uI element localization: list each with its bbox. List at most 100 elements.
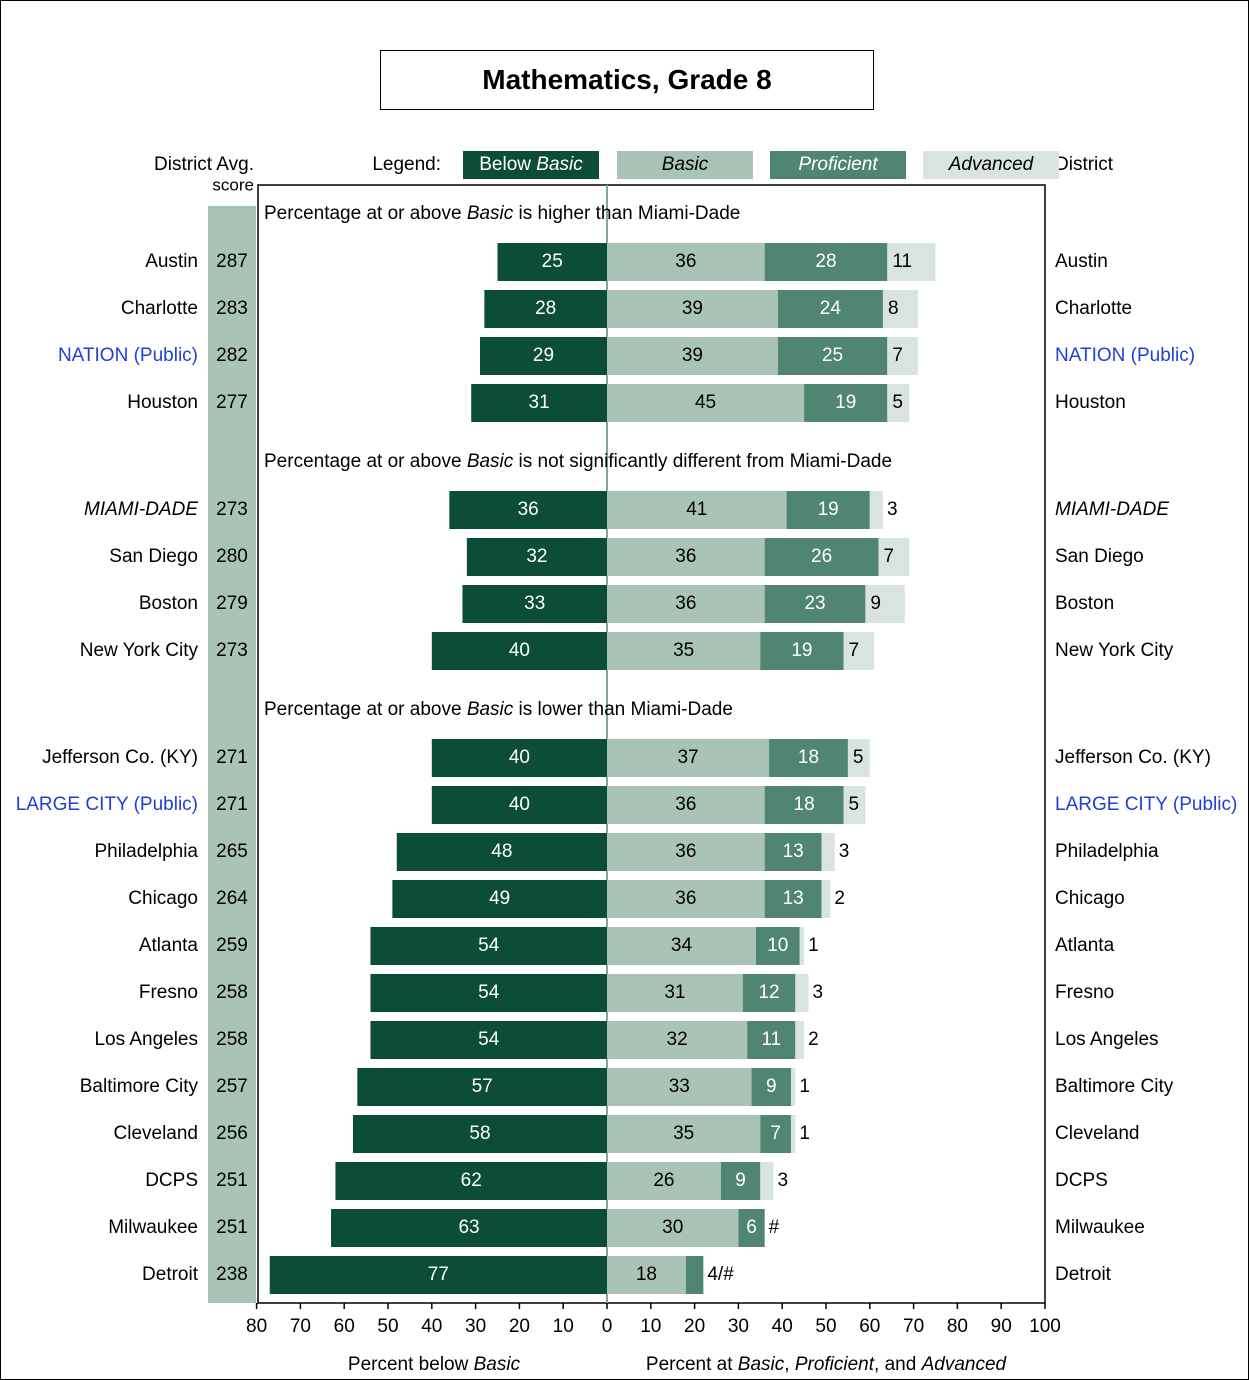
bar-proficient [786,491,870,529]
x-axis-label-right: Percent at Basic, Proficient, and Advanc… [646,1354,1008,1375]
bar-advanced [795,1021,805,1059]
bar-below-basic [352,1115,607,1153]
bar-label-proficient: 9 [766,1076,777,1097]
bar-label-proficient: 19 [835,392,856,413]
x-tick-label: 60 [334,1316,355,1337]
district-score: 256 [216,1123,248,1144]
legend-label-item: Advanced [948,154,1035,175]
district-name-left: Houston [127,392,198,413]
bar-label-below-basic: 40 [509,794,530,815]
bar-proficient [747,1021,796,1059]
district-name-left: NATION (Public) [58,345,198,366]
x-tick-label: 70 [290,1316,311,1337]
bar-label-advanced: 9 [870,593,881,614]
district-score: 271 [216,794,248,815]
legend-label: Legend: [372,154,441,175]
district-score: 257 [216,1076,248,1097]
bar-advanced [847,739,870,777]
x-tick-label: 70 [903,1316,924,1337]
x-axis-label-left: Percent below Basic [348,1354,521,1375]
bar-basic [607,384,805,422]
district-score: 271 [216,747,248,768]
bar-below-basic [396,833,607,871]
district-score: 273 [216,499,248,520]
bar-proficient [760,632,844,670]
bar-label-below-basic: 54 [478,982,500,1003]
bar-proficient [760,1115,791,1153]
bar-label-advanced: 2 [808,1029,819,1050]
bar-label-proficient: 28 [815,251,836,272]
bar-label-basic: 35 [673,640,694,661]
district-name-left: Detroit [142,1264,199,1285]
x-tick-label: 50 [815,1316,836,1337]
bar-label-below-basic: 49 [489,888,510,909]
bar-label-advanced: 2 [834,888,845,909]
bar-label-basic: 32 [667,1029,688,1050]
bar-label-advanced: 1 [799,1123,810,1144]
legend-swatch [770,151,906,179]
bar-label-advanced: 3 [887,499,898,520]
bar-basic [607,880,765,918]
bar-label-below-basic: 25 [542,251,563,272]
score-column [208,206,256,1303]
bar-advanced [887,243,936,281]
district-name-left: LARGE CITY (Public) [16,794,198,815]
district-name-left: Chicago [128,888,198,909]
bar-advanced [799,927,805,965]
bar-below-basic [370,1021,607,1059]
bar-label-below-basic: 28 [535,298,556,319]
x-tick-label: 100 [1029,1316,1061,1337]
bar-basic [607,243,765,281]
bar-below-basic [431,739,607,777]
bar-label-basic: 39 [682,345,703,366]
district-name-right: MIAMI-DADE [1055,499,1169,520]
bar-label-below-basic: 29 [533,345,554,366]
bar-label-below-basic: 48 [491,841,512,862]
group-heading: Percentage at or above Basic is higher t… [264,203,740,224]
bar-label-proficient: 18 [794,794,815,815]
x-tick-label: 90 [991,1316,1012,1337]
bar-proficient [764,833,822,871]
bar-advanced [821,833,835,871]
bar-label-below-basic: 33 [524,593,545,614]
bar-label-advanced: 5 [892,392,903,413]
district-name-right: Los Angeles [1055,1029,1159,1050]
district-score: 280 [216,546,248,567]
district-score: 283 [216,298,248,319]
bar-label-basic: 37 [677,747,698,768]
district-name-right: Cleveland [1055,1123,1140,1144]
bar-label-basic: 35 [673,1123,694,1144]
bar-label-below-basic: 40 [509,640,530,661]
district-name-right: Milwaukee [1055,1217,1145,1238]
bar-advanced [843,786,866,824]
bar-label-proficient: 23 [804,593,825,614]
bar-proficient [685,1256,704,1294]
bar-label-advanced: # [769,1217,780,1238]
bar-label-basic: 26 [653,1170,674,1191]
x-tick-label: 40 [421,1316,442,1337]
bar-basic [607,491,787,529]
x-tick-label: 50 [377,1316,398,1337]
district-name-left: New York City [80,640,199,661]
bar-label-basic: 33 [669,1076,690,1097]
bar-proficient [751,1068,791,1106]
bar-label-proficient: 11 [761,1029,781,1050]
bar-label-proficient: 26 [811,546,832,567]
bar-below-basic [392,880,607,918]
district-score: 282 [216,345,248,366]
district-name-right: San Diego [1055,546,1144,567]
right-header: District [1055,154,1114,175]
x-tick-label: 10 [553,1316,574,1337]
x-tick-label: 30 [465,1316,486,1337]
x-tick-label: 0 [602,1316,613,1337]
district-name-right: NATION (Public) [1055,345,1195,366]
district-name-left: Austin [145,251,198,272]
bar-advanced [887,384,910,422]
district-name-right: Chicago [1055,888,1125,909]
district-name-right: Philadelphia [1055,841,1159,862]
bar-label-basic: 36 [675,794,696,815]
x-tick-label: 20 [509,1316,530,1337]
bar-basic [607,290,778,328]
bar-label-basic: 36 [675,841,696,862]
district-name-left: Fresno [139,982,198,1003]
